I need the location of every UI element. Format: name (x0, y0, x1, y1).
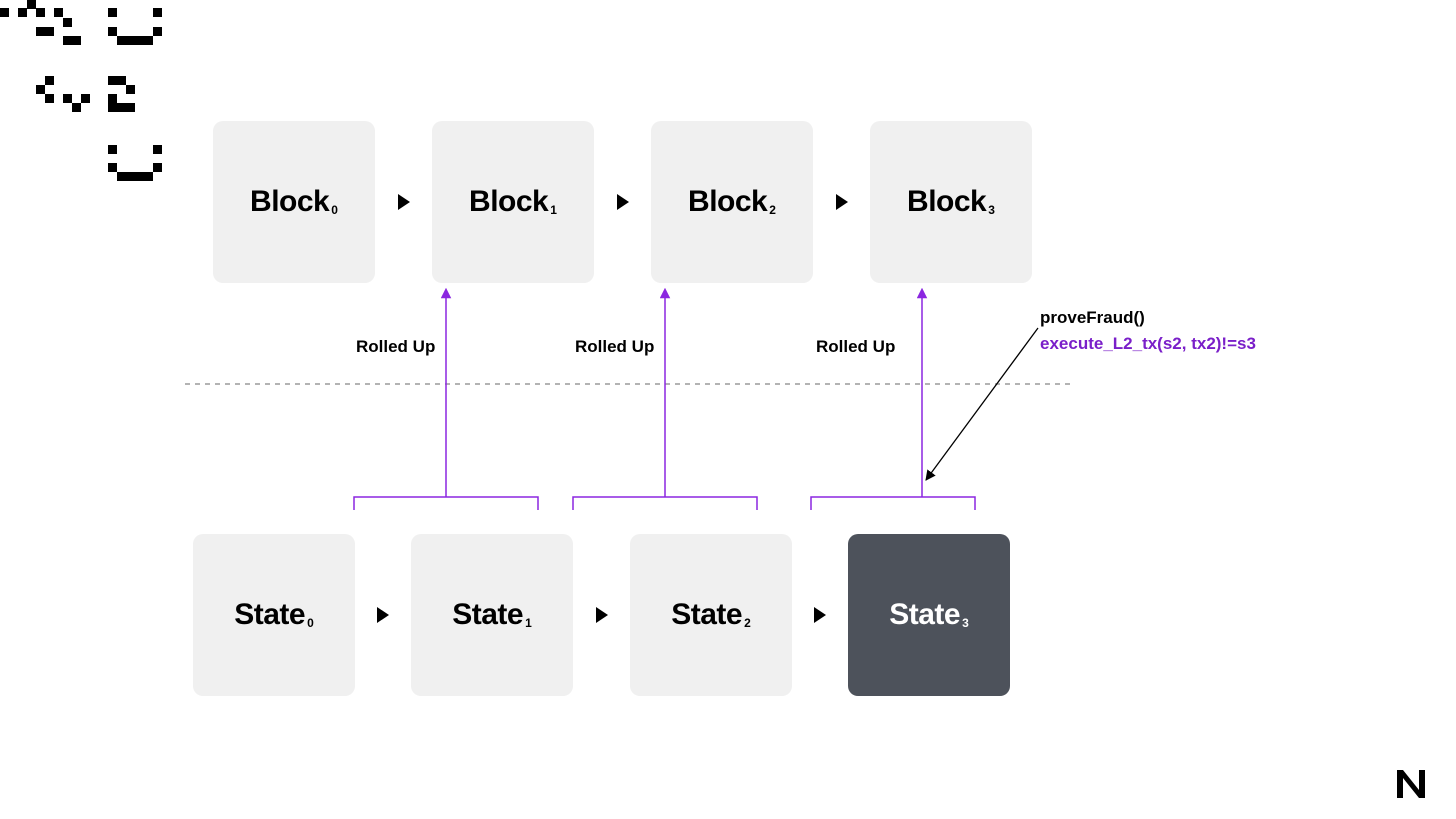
block-arrow-icon (836, 194, 848, 210)
block-box-1: Block1 (432, 121, 594, 283)
state-arrow-icon (596, 607, 608, 623)
block-sub: 0 (331, 203, 338, 217)
block-label: Block (907, 185, 986, 219)
pixel-decoration (0, 0, 180, 190)
block-sub: 2 (769, 203, 776, 217)
state-label: State (452, 598, 523, 632)
state-box-3: State3 (848, 534, 1010, 696)
state-sub: 3 (962, 616, 969, 630)
state-sub: 0 (307, 616, 314, 630)
block-label: Block (688, 185, 767, 219)
logo-icon (1391, 764, 1431, 804)
block-label: Block (469, 185, 548, 219)
state-label: State (671, 598, 742, 632)
rollup-connector-3 (811, 293, 975, 510)
state-box-1: State1 (411, 534, 573, 696)
state-label: State (234, 598, 305, 632)
state-sub: 1 (525, 616, 532, 630)
rollup-connector-2 (573, 293, 757, 510)
state-arrow-icon (814, 607, 826, 623)
state-label: State (889, 598, 960, 632)
block-label: Block (250, 185, 329, 219)
state-box-0: State0 (193, 534, 355, 696)
fraud-annotation: proveFraud() execute_L2_tx(s2, tx2)!=s3 (1040, 305, 1256, 356)
rolled-up-label-3: Rolled Up (816, 337, 895, 357)
rolled-up-label-2: Rolled Up (575, 337, 654, 357)
block-arrow-icon (398, 194, 410, 210)
fraud-line-2: execute_L2_tx(s2, tx2)!=s3 (1040, 331, 1256, 357)
rolled-up-label-1: Rolled Up (356, 337, 435, 357)
block-sub: 3 (988, 203, 995, 217)
block-box-3: Block3 (870, 121, 1032, 283)
diagram-canvas: Block0Block1Block2Block3 State0State1Sta… (0, 0, 1456, 819)
block-sub: 1 (550, 203, 557, 217)
state-sub: 2 (744, 616, 751, 630)
fraud-line-1: proveFraud() (1040, 305, 1256, 331)
state-arrow-icon (377, 607, 389, 623)
fraud-arrow (926, 328, 1038, 480)
rollup-connector-1 (354, 293, 538, 510)
block-arrow-icon (617, 194, 629, 210)
block-box-0: Block0 (213, 121, 375, 283)
state-box-2: State2 (630, 534, 792, 696)
block-box-2: Block2 (651, 121, 813, 283)
